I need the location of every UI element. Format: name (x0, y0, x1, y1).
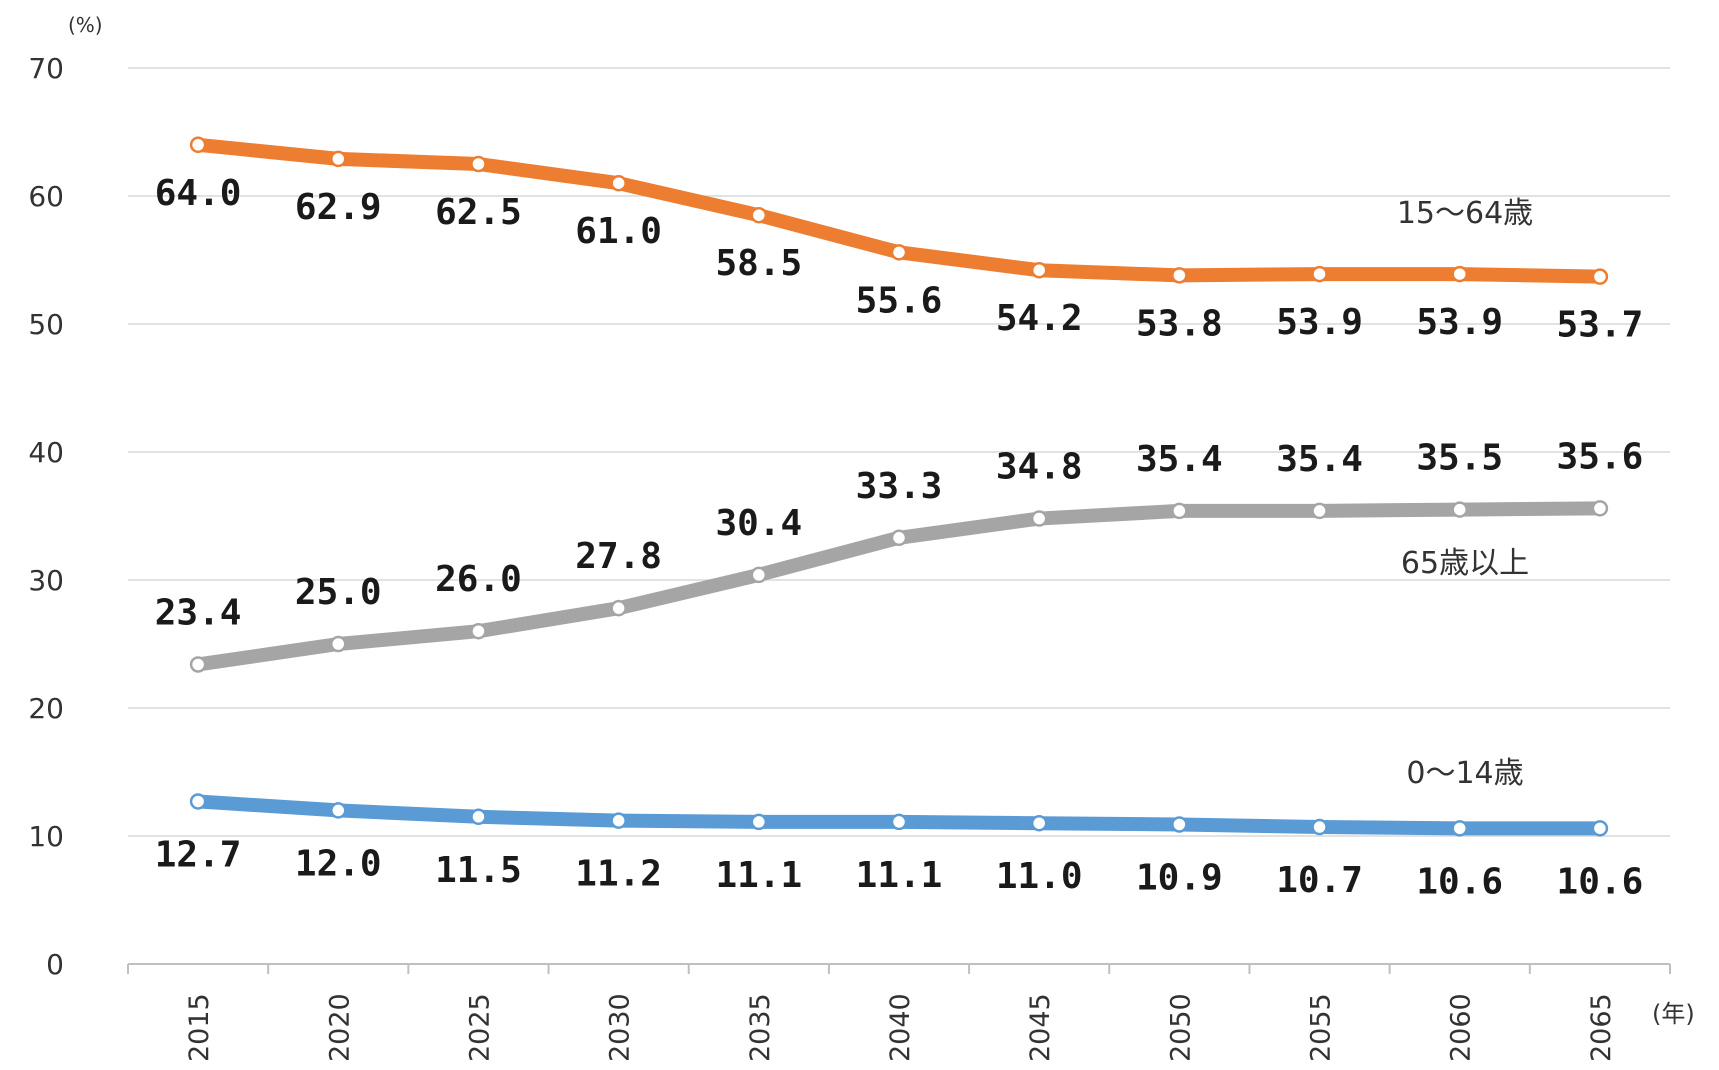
data-label: 27.8 (575, 536, 662, 577)
data-label: 23.4 (155, 592, 242, 633)
data-point (750, 206, 768, 224)
data-point (1591, 500, 1609, 517)
data-point (890, 529, 908, 547)
data-point (610, 174, 627, 192)
data-point (330, 802, 347, 819)
x-tick-label: 2035 (745, 993, 776, 1062)
data-label: 35.6 (1557, 436, 1644, 477)
x-tick-label: 2030 (605, 993, 636, 1062)
y-tick-label: 20 (28, 692, 64, 725)
data-point (1451, 820, 1468, 837)
x-tick-label: 2045 (1025, 993, 1056, 1062)
y-tick-label: 50 (28, 308, 64, 341)
data-label: 10.6 (1416, 861, 1503, 902)
data-point (1311, 502, 1328, 520)
data-point (750, 813, 768, 831)
series-name-label: 15〜64歳 (1397, 196, 1533, 231)
data-point (1451, 265, 1468, 283)
data-label: 53.8 (1136, 303, 1223, 344)
data-point (1591, 268, 1609, 285)
data-label: 64.0 (155, 173, 242, 214)
data-label: 34.8 (996, 447, 1083, 488)
x-axis-unit: (年) (1652, 1000, 1695, 1028)
data-label: 35.4 (1276, 439, 1363, 480)
data-label: 53.9 (1276, 302, 1363, 343)
x-tick-label: 2055 (1306, 993, 1337, 1062)
data-point (1451, 501, 1468, 518)
data-point (470, 622, 487, 640)
x-tick-label: 2050 (1165, 993, 1196, 1062)
data-label: 25.0 (295, 572, 382, 613)
y-tick-label: 60 (28, 180, 64, 213)
data-label: 62.5 (435, 192, 522, 233)
data-point (1591, 820, 1609, 837)
data-label: 53.9 (1416, 302, 1503, 343)
y-tick-label: 70 (28, 52, 64, 85)
data-label: 11.1 (715, 855, 802, 896)
data-point (330, 635, 347, 653)
y-tick-label: 40 (28, 436, 64, 469)
data-point (610, 812, 627, 829)
data-point (1030, 261, 1048, 279)
y-tick-label: 0 (46, 948, 64, 981)
data-point (1311, 818, 1328, 836)
data-point (470, 808, 487, 826)
data-point (890, 244, 908, 261)
data-label: 62.9 (295, 187, 382, 228)
data-label: 53.7 (1557, 305, 1644, 346)
data-point (470, 155, 487, 173)
x-tick-label: 2025 (464, 993, 495, 1062)
data-label: 35.5 (1416, 438, 1503, 479)
y-tick-label: 30 (28, 564, 64, 597)
data-point (189, 136, 207, 154)
data-point (189, 793, 207, 810)
data-label: 30.4 (715, 503, 802, 544)
data-point (330, 150, 347, 168)
x-tick-label: 2020 (324, 993, 355, 1062)
data-label: 11.1 (856, 855, 943, 896)
grid (128, 67, 1670, 837)
data-label: 10.7 (1276, 860, 1363, 901)
data-point (1171, 267, 1188, 284)
x-tick-label: 2015 (184, 993, 215, 1062)
data-point (610, 599, 627, 617)
y-tick-label: 10 (28, 820, 64, 853)
data-point (1171, 502, 1188, 520)
data-label: 33.3 (856, 466, 943, 507)
data-label: 11.0 (996, 856, 1083, 897)
data-point (1171, 816, 1188, 833)
data-label: 55.6 (856, 280, 943, 321)
data-point (890, 813, 908, 831)
x-tick-label: 2060 (1446, 993, 1477, 1062)
data-label: 10.9 (1136, 857, 1223, 898)
series-lines (189, 136, 1609, 837)
data-label: 12.7 (155, 834, 242, 875)
data-point (750, 566, 768, 584)
y-axis-unit: (%) (68, 13, 103, 37)
data-label: 26.0 (435, 559, 522, 600)
data-point (1030, 510, 1048, 527)
x-tick-label: 2040 (885, 993, 916, 1062)
series-name-label: 65歳以上 (1401, 546, 1529, 581)
data-label: 58.5 (715, 243, 802, 284)
x-tick-label: 2065 (1586, 993, 1617, 1062)
data-point (1311, 265, 1328, 283)
data-point (1030, 814, 1048, 832)
data-label: 10.6 (1557, 861, 1644, 902)
data-label: 54.2 (996, 298, 1083, 339)
data-labels: 64.0 62.9 62.5 61.0 58.5 55.6 54.2 53.8 53.9 53.9… (155, 173, 1644, 903)
data-label: 12.0 (295, 843, 382, 884)
data-label: 35.4 (1136, 439, 1223, 480)
series-name-label: 0〜14歳 (1406, 756, 1523, 791)
data-label: 11.2 (575, 854, 662, 895)
data-label: 61.0 (575, 211, 662, 252)
data-label: 11.5 (435, 850, 522, 891)
data-point (189, 656, 207, 673)
